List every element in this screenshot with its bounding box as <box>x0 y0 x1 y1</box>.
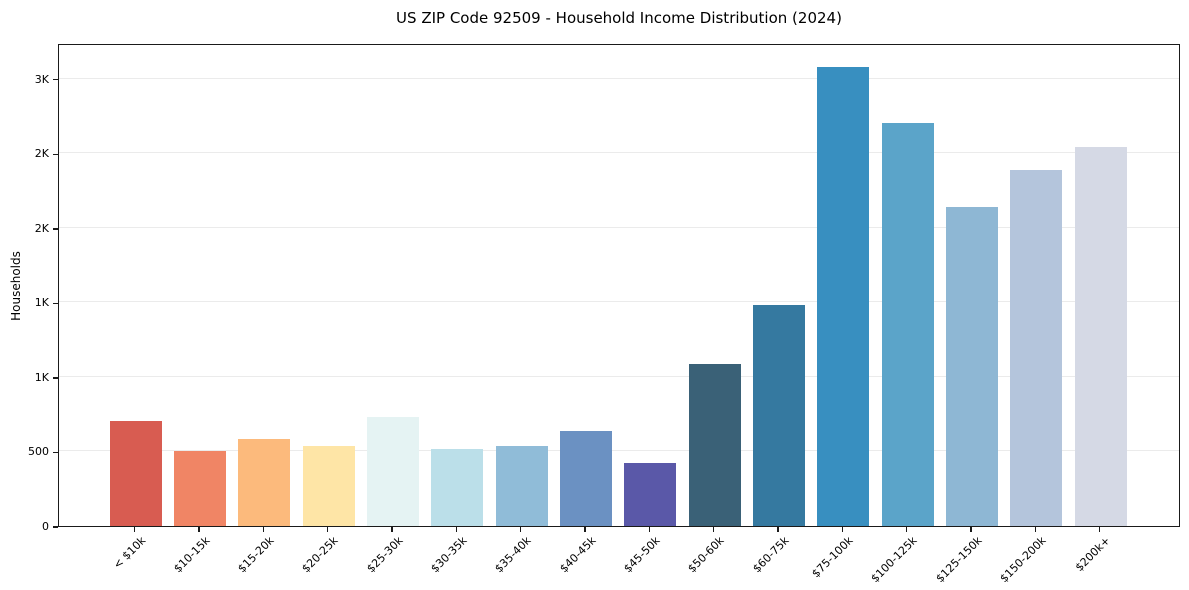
x-tick-label-text: $40-45k <box>557 534 599 576</box>
x-tick-label-text: $10-15k <box>171 534 213 576</box>
x-tick-label-text: $125-150k <box>933 534 985 586</box>
y-tick-mark <box>52 79 58 81</box>
plot-area <box>58 44 1180 527</box>
x-tick-label-text: $30-35k <box>428 534 470 576</box>
x-tick-mark <box>1034 527 1037 532</box>
gridline <box>59 77 1179 79</box>
x-tick-mark <box>262 527 265 532</box>
bar <box>367 417 420 526</box>
x-tick-mark <box>584 527 586 532</box>
x-tick-mark <box>1099 527 1101 532</box>
bar <box>560 430 613 526</box>
y-tick-mark <box>52 153 58 155</box>
x-tick-mark <box>906 527 908 532</box>
bar <box>817 66 870 526</box>
x-tick-label-text: $35-40k <box>492 534 534 576</box>
gridline <box>59 375 1179 377</box>
x-tick-mark <box>777 527 779 532</box>
gridline <box>59 450 1179 452</box>
x-tick-mark <box>455 527 458 532</box>
bar <box>431 448 484 526</box>
y-tick-mark <box>52 302 58 305</box>
x-tick-label-text: $60-75k <box>750 534 792 576</box>
y-tick-label: 2K <box>34 221 49 235</box>
y-axis-label: Households <box>9 251 23 321</box>
gridline <box>59 301 1179 303</box>
bar <box>109 420 162 526</box>
gridline <box>59 226 1179 228</box>
x-tick-mark <box>713 527 715 532</box>
x-tick-label-text: $20-25k <box>299 534 341 576</box>
x-tick-mark <box>391 527 393 532</box>
bar <box>688 363 741 526</box>
bar <box>1010 169 1063 526</box>
x-tick-mark <box>841 527 844 532</box>
bar <box>881 122 934 526</box>
y-tick-label: 0 <box>42 520 49 533</box>
bar <box>174 451 227 526</box>
bar <box>238 438 291 526</box>
chart-title: US ZIP Code 92509 - Household Income Dis… <box>396 9 842 27</box>
x-tick-label-text: < $10k <box>110 534 148 572</box>
x-tick-mark <box>648 527 651 532</box>
bar <box>1074 147 1127 526</box>
y-tick-mark <box>52 451 58 454</box>
x-tick-label-text: $75-100k <box>809 534 856 581</box>
y-tick-label: 1K <box>34 296 49 310</box>
y-tick-mark <box>52 526 58 528</box>
y-tick-mark <box>52 228 58 230</box>
bar <box>753 304 806 526</box>
y-tick-label: 500 <box>28 445 49 459</box>
bar <box>624 462 677 526</box>
x-tick-label-text: $200k+ <box>1072 534 1113 575</box>
x-tick-mark <box>134 527 136 532</box>
y-tick-label: 3K <box>34 72 49 86</box>
x-tick-label-text: $15-20k <box>235 534 277 576</box>
y-tick-mark <box>52 377 58 379</box>
bar <box>946 206 999 526</box>
x-tick-label-text: $150-200k <box>997 534 1049 586</box>
bar <box>495 445 548 526</box>
x-tick-label-text: $100-125k <box>868 534 920 586</box>
x-tick-mark <box>198 527 200 532</box>
gridline <box>59 152 1179 154</box>
x-tick-label-text: $25-30k <box>364 534 406 576</box>
x-tick-mark <box>970 527 972 532</box>
bar <box>302 445 355 526</box>
x-tick-label-text: $45-50k <box>621 534 663 576</box>
x-tick-mark <box>327 527 329 532</box>
x-tick-mark <box>520 527 522 532</box>
y-tick-label: 1K <box>34 370 49 384</box>
x-tick-label-text: $50-60k <box>685 534 727 576</box>
y-tick-label: 2K <box>34 147 49 161</box>
